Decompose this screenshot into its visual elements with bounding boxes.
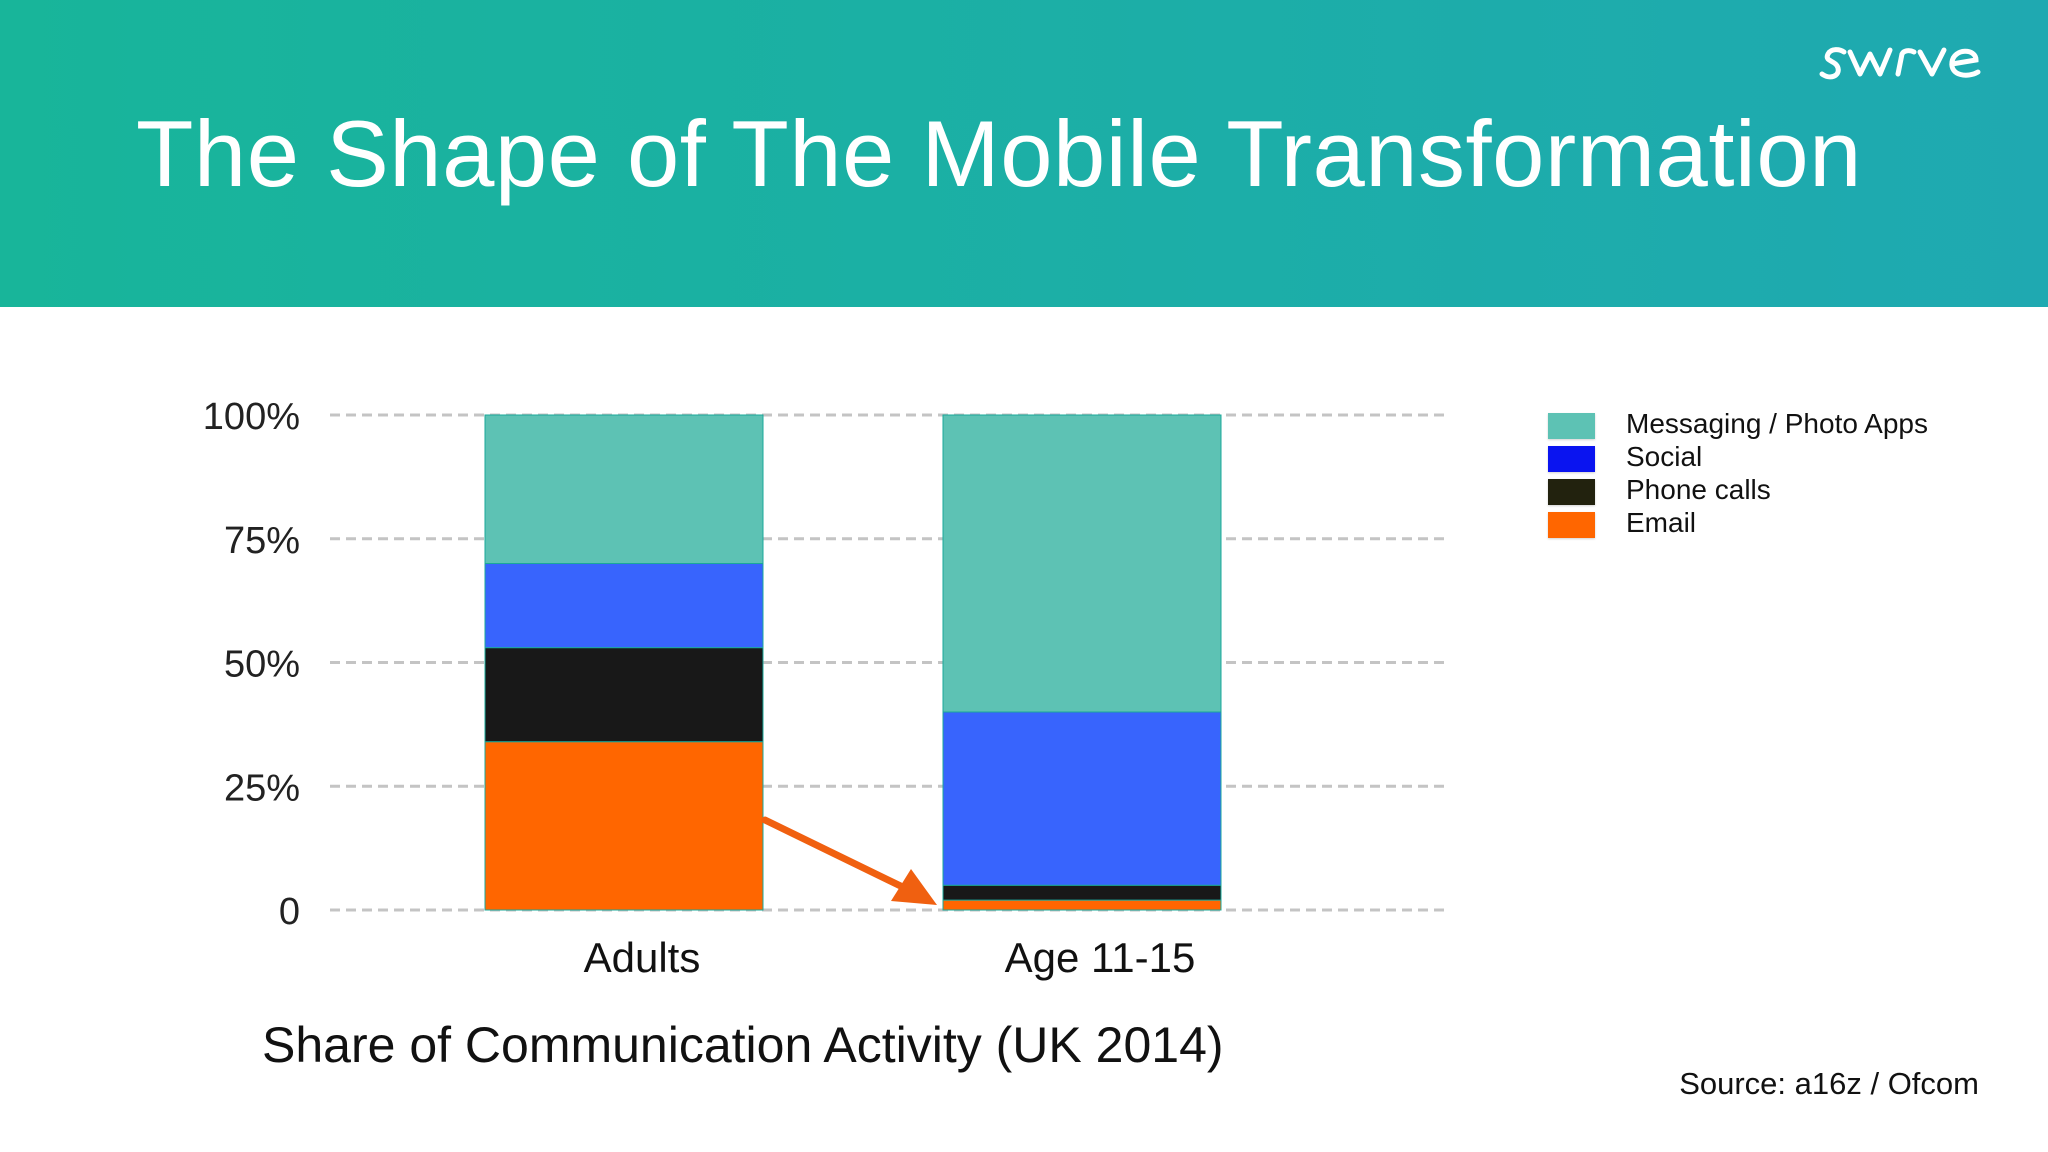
legend-swatch-email [1548,512,1595,538]
legend-label-social: Social [1626,441,1703,472]
annotation-arrow-line [761,816,915,895]
y-tick-label: 0 [279,891,300,933]
source-note: Source: a16z / Ofcom [1679,1066,1979,1101]
x-tick-label: Adults [584,934,701,981]
bar-segment-messaging-photo-apps-adults [484,414,764,564]
bar-segment-phone-calls-adults [484,647,764,743]
bar-segment-messaging-photo-apps-age-11-15 [942,414,1222,713]
y-tick-label: 75% [224,520,300,562]
y-tick-label: 100% [203,396,300,438]
y-tick-label: 25% [224,767,300,809]
x-tick-label: Age 11-15 [1005,934,1196,981]
bar-segment-social-adults [484,563,764,649]
header-banner: The Shape of The Mobile Transformation s… [0,0,2048,307]
swrve-logo: swrve [1819,47,1981,80]
chart-caption: Share of Communication Activity (UK 2014… [262,1017,1224,1073]
legend-label-phone-calls: Phone calls [1626,474,1771,505]
legend-label-email: Email [1626,507,1697,538]
page-title: The Shape of The Mobile Transformation [136,101,1862,206]
bar-segment-email-adults [484,741,764,911]
legend-swatch-phone-calls [1548,479,1595,505]
bar-segment-phone-calls-age-11-15 [942,884,1222,901]
y-tick-label: 50% [224,644,300,686]
annotation-arrow-head [891,869,937,906]
legend-swatch-messaging [1548,413,1595,439]
legend-swatch-social [1548,446,1595,472]
bar-segment-social-age-11-15 [942,711,1222,886]
bar-segment-email-age-11-15 [942,899,1222,911]
legend-label-messaging: Messaging / Photo Apps [1626,408,1928,439]
